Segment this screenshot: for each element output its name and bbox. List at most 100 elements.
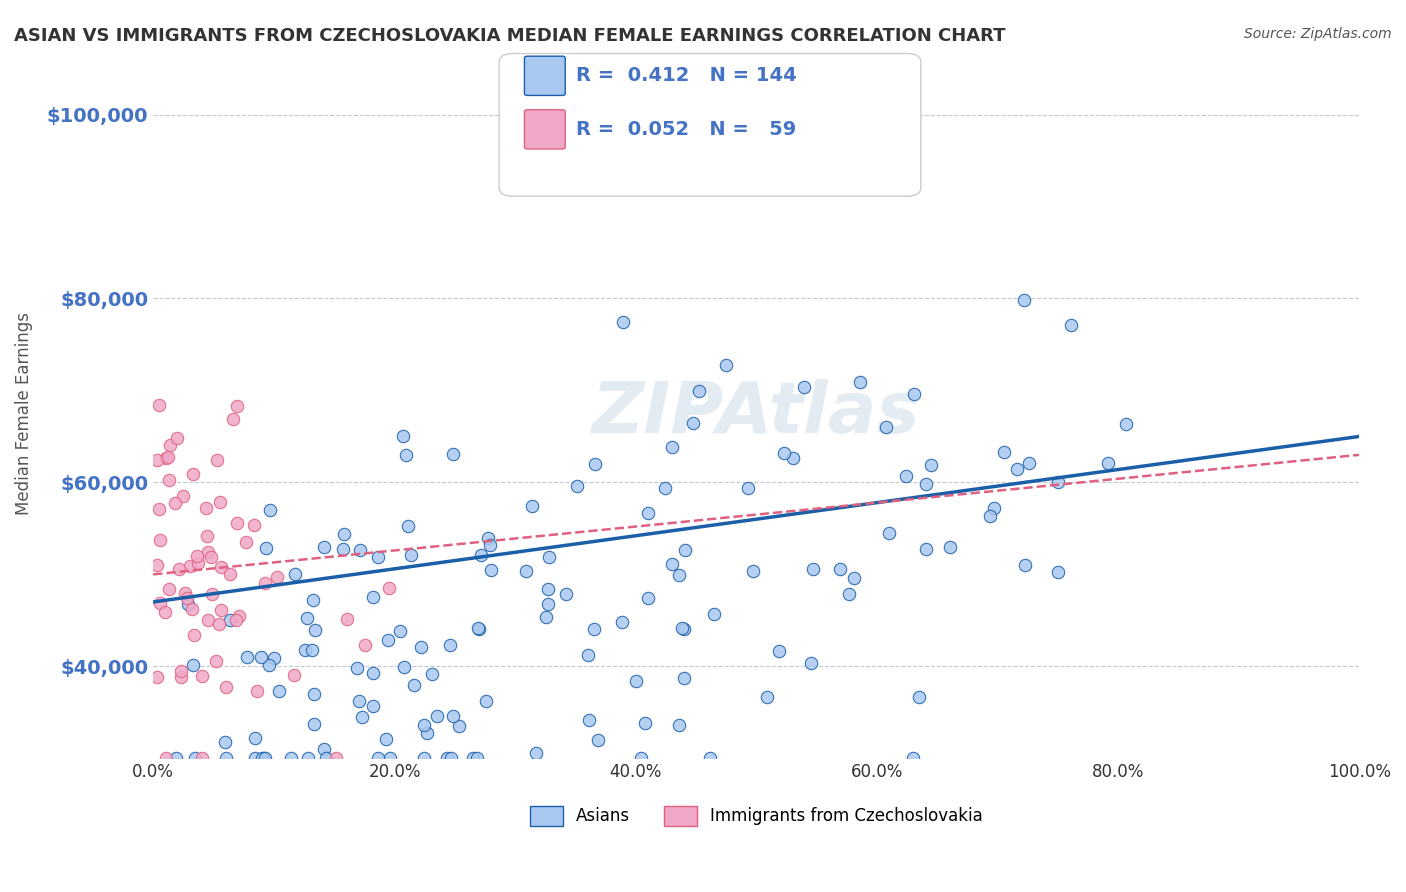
- Point: [250, 650, 273, 665]
- Point: [354, 638, 377, 652]
- Point: [297, 751, 319, 765]
- Point: [583, 457, 606, 471]
- Point: [399, 549, 422, 563]
- Point: [377, 632, 399, 647]
- Point: [742, 565, 765, 579]
- Point: [148, 398, 170, 412]
- Point: [269, 684, 291, 698]
- Point: [411, 640, 433, 655]
- Point: [253, 576, 276, 591]
- Point: [235, 534, 257, 549]
- Point: [165, 496, 187, 510]
- Point: [209, 603, 232, 617]
- Point: [703, 607, 725, 621]
- Point: [254, 541, 277, 555]
- Point: [157, 582, 180, 596]
- Point: [682, 416, 704, 430]
- Point: [235, 650, 257, 665]
- Point: [157, 473, 180, 487]
- Point: [914, 542, 936, 557]
- Point: [426, 709, 449, 723]
- Point: [173, 585, 195, 599]
- Point: [537, 597, 560, 611]
- Point: [266, 570, 288, 584]
- Point: [149, 533, 172, 547]
- Point: [378, 582, 401, 596]
- Point: [209, 559, 232, 574]
- Point: [576, 648, 599, 662]
- Point: [903, 387, 925, 401]
- Text: R =  0.052   N =   59: R = 0.052 N = 59: [576, 120, 797, 139]
- Point: [187, 556, 209, 570]
- Point: [801, 562, 824, 576]
- Point: [467, 621, 489, 635]
- Point: [412, 751, 434, 765]
- Point: [441, 447, 464, 461]
- Point: [1060, 318, 1083, 332]
- Point: [315, 751, 337, 765]
- Point: [612, 315, 634, 329]
- Point: [155, 450, 177, 465]
- Point: [534, 610, 557, 624]
- Point: [367, 549, 389, 564]
- Point: [392, 660, 415, 674]
- Point: [420, 667, 443, 681]
- Point: [352, 710, 374, 724]
- Point: [737, 481, 759, 495]
- Point: [294, 643, 316, 657]
- Point: [1018, 456, 1040, 470]
- Point: [537, 582, 560, 596]
- Point: [215, 681, 238, 695]
- Point: [346, 661, 368, 675]
- Point: [901, 751, 924, 765]
- Point: [875, 420, 897, 434]
- Point: [219, 613, 242, 627]
- Point: [673, 542, 696, 557]
- Point: [149, 596, 172, 610]
- Point: [477, 531, 499, 545]
- Point: [165, 751, 187, 765]
- Point: [554, 587, 576, 601]
- Point: [200, 550, 222, 565]
- Point: [474, 694, 496, 708]
- Point: [699, 751, 721, 765]
- Point: [1097, 456, 1119, 470]
- Point: [772, 446, 794, 460]
- Point: [374, 732, 396, 747]
- Point: [253, 751, 276, 765]
- Point: [367, 751, 389, 765]
- Point: [1046, 565, 1069, 579]
- Point: [157, 450, 180, 464]
- Point: [979, 508, 1001, 523]
- Point: [993, 444, 1015, 458]
- Point: [263, 650, 285, 665]
- Point: [170, 665, 193, 679]
- Point: [181, 658, 204, 673]
- Point: [208, 616, 231, 631]
- Point: [228, 608, 250, 623]
- Point: [654, 481, 676, 495]
- Point: [186, 549, 208, 564]
- Point: [402, 678, 425, 692]
- Point: [877, 526, 900, 541]
- Point: [467, 751, 489, 765]
- Point: [661, 440, 683, 454]
- Point: [468, 622, 491, 636]
- Point: [181, 467, 204, 482]
- Point: [146, 453, 169, 467]
- Point: [412, 718, 434, 732]
- Point: [842, 571, 865, 585]
- Point: [155, 606, 177, 620]
- Point: [312, 741, 335, 756]
- Point: [524, 746, 547, 760]
- Point: [688, 384, 710, 398]
- Point: [207, 453, 229, 467]
- Point: [218, 567, 240, 582]
- Point: [449, 719, 471, 733]
- Point: [243, 751, 266, 765]
- Point: [515, 564, 537, 578]
- Point: [302, 717, 325, 731]
- Point: [361, 699, 384, 714]
- Point: [756, 690, 779, 704]
- Point: [634, 715, 657, 730]
